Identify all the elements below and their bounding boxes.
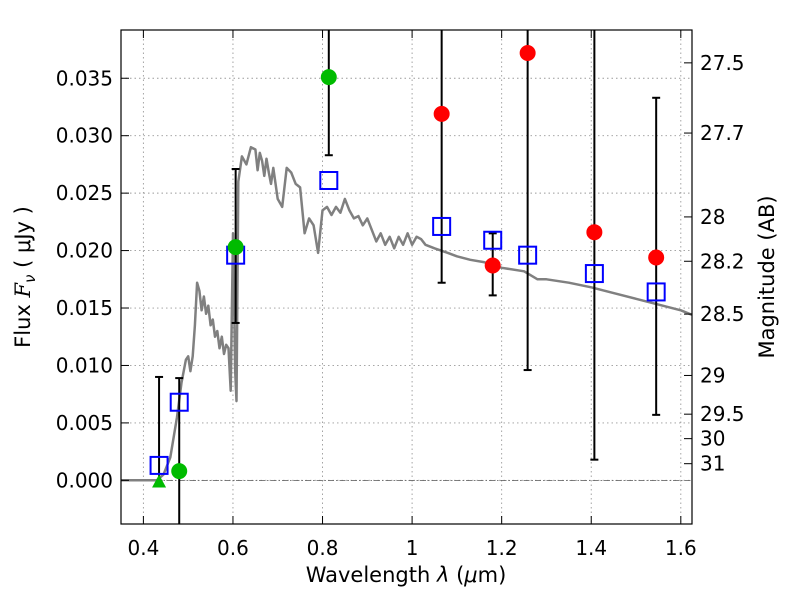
- y-tick-label: 0.010: [56, 353, 113, 377]
- y-tick-label: 0.020: [56, 239, 113, 263]
- y-tick-label: 0.005: [56, 411, 113, 435]
- data-point-circle: [320, 69, 337, 86]
- data-point-circle: [227, 239, 244, 256]
- data-point-square: [149, 455, 169, 475]
- x-axis-label: Wavelength λ (μm): [306, 563, 507, 587]
- mag-tick-label: 29.5: [700, 402, 745, 426]
- data-point-square: [169, 392, 189, 412]
- x-tick-label: 0.8: [307, 536, 339, 560]
- data-point-square: [646, 282, 666, 302]
- data-point-square: [584, 264, 604, 284]
- data-point-square: [319, 170, 339, 190]
- data-point-circle: [433, 105, 450, 122]
- data-point-triangle: [152, 474, 167, 488]
- mag-tick-label: 30: [700, 427, 725, 451]
- data-point-circle: [171, 463, 188, 480]
- y-tick-label: 0.000: [56, 468, 113, 492]
- x-tick-label: 1.2: [486, 536, 518, 560]
- axis-ticks: 0.4 0.6 0.8 1 1.2 1.4 1.6 0.000 0.005 0.010 0.015 0…: [56, 30, 745, 560]
- x-tick-label: 1: [406, 536, 419, 560]
- data-point-circle: [648, 249, 665, 266]
- mag-tick-label: 28.2: [700, 249, 745, 273]
- y-tick-label: 0.015: [56, 296, 113, 320]
- mag-tick-label: 28: [700, 205, 725, 229]
- y-tick-label: 0.025: [56, 181, 113, 205]
- mag-tick-label: 27.7: [700, 121, 745, 145]
- mag-tick-label: 27.5: [700, 51, 745, 75]
- y2-axis-label: Magnitude (AB): [755, 195, 779, 358]
- y-tick-label: 0.035: [56, 66, 113, 90]
- y-axis-label: Flux Fν ( μJy ): [11, 206, 39, 348]
- mag-tick-label: 28.5: [700, 302, 745, 326]
- x-tick-label: 1.4: [575, 536, 607, 560]
- data-point-square: [483, 230, 503, 250]
- data-point-circle: [586, 224, 603, 241]
- data-point-square: [432, 216, 452, 236]
- plot-frame: [120, 29, 693, 525]
- data-point-square: [518, 245, 538, 265]
- data-point-circle: [519, 44, 536, 61]
- x-tick-label: 1.6: [665, 536, 697, 560]
- x-tick-label: 0.6: [217, 536, 249, 560]
- plot-area: [121, 30, 692, 524]
- x-tick-label: 0.4: [127, 536, 159, 560]
- y-tick-label: 0.030: [56, 124, 113, 148]
- grid: [121, 30, 692, 524]
- mag-tick-label: 29: [700, 363, 725, 387]
- mag-tick-label: 31: [700, 452, 725, 476]
- model-spectrum-line: [121, 145, 692, 482]
- data-point-circle: [484, 257, 501, 274]
